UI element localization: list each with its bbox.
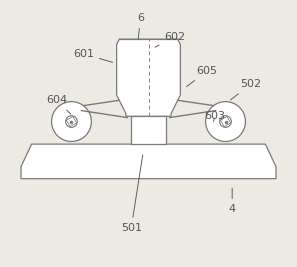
- Text: 601: 601: [73, 49, 113, 62]
- Circle shape: [220, 116, 231, 127]
- Text: 605: 605: [187, 66, 217, 87]
- Bar: [131, 116, 166, 144]
- Bar: [220, 116, 230, 127]
- Text: 502: 502: [230, 79, 261, 100]
- Bar: [67, 116, 77, 127]
- Polygon shape: [21, 144, 276, 179]
- Circle shape: [206, 102, 245, 142]
- Circle shape: [52, 102, 91, 142]
- Text: 604: 604: [46, 95, 71, 114]
- Text: 501: 501: [121, 155, 143, 233]
- Text: 602: 602: [155, 32, 186, 47]
- Text: 4: 4: [229, 188, 236, 214]
- Polygon shape: [117, 39, 180, 116]
- Circle shape: [66, 116, 77, 127]
- Text: 603: 603: [204, 111, 225, 121]
- Text: 6: 6: [137, 13, 144, 39]
